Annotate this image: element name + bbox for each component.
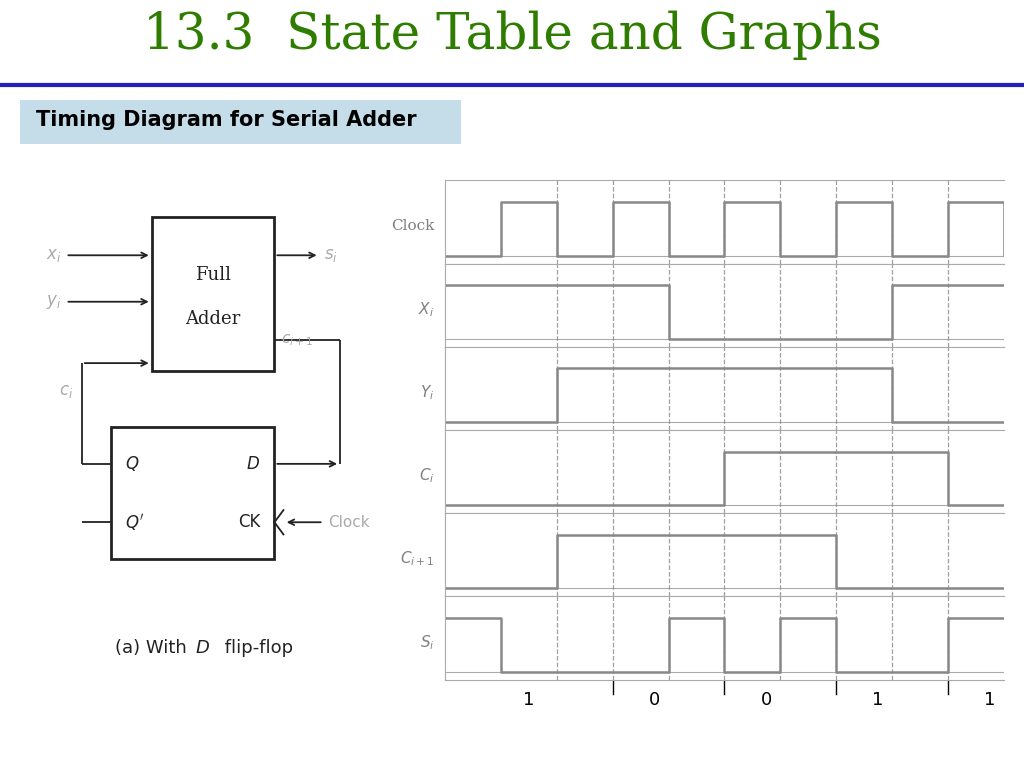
- Text: 1: 1: [872, 691, 884, 710]
- Text: $D$: $D$: [195, 639, 210, 657]
- Text: $Y_i$: $Y_i$: [420, 383, 434, 402]
- Text: CK: CK: [238, 513, 260, 531]
- Text: (a) With: (a) With: [115, 639, 193, 657]
- Text: Clock: Clock: [391, 219, 434, 233]
- Text: $X_i$: $X_i$: [418, 300, 434, 319]
- Text: $C_{i+1}$: $C_{i+1}$: [399, 550, 434, 568]
- Text: $c_i$: $c_i$: [59, 382, 74, 400]
- Text: Full: Full: [195, 266, 231, 283]
- Text: $Q$: $Q$: [125, 455, 139, 473]
- Text: 13.3  State Table and Graphs: 13.3 State Table and Graphs: [142, 10, 882, 60]
- Text: 1: 1: [523, 691, 535, 710]
- Bar: [111, 427, 274, 559]
- Text: $y_i$: $y_i$: [46, 293, 61, 311]
- Text: $Q'$: $Q'$: [125, 511, 144, 533]
- Text: 1: 1: [984, 691, 995, 710]
- Text: Clock: Clock: [328, 515, 370, 530]
- Text: 0: 0: [649, 691, 660, 710]
- Text: Adder: Adder: [185, 310, 241, 328]
- Text: $C_i$: $C_i$: [419, 466, 434, 485]
- FancyBboxPatch shape: [20, 100, 461, 144]
- Text: $x_i$: $x_i$: [46, 247, 61, 264]
- Text: $S_i$: $S_i$: [420, 633, 434, 651]
- Text: $D$: $D$: [246, 455, 260, 473]
- Text: $s_i$: $s_i$: [324, 247, 338, 264]
- Bar: [152, 217, 274, 372]
- Text: Timing Diagram for Serial Adder: Timing Diagram for Serial Adder: [36, 111, 417, 131]
- Text: 0: 0: [761, 691, 772, 710]
- Text: $c_{i+1}$: $c_{i+1}$: [281, 333, 312, 349]
- Text: flip-flop: flip-flop: [219, 639, 293, 657]
